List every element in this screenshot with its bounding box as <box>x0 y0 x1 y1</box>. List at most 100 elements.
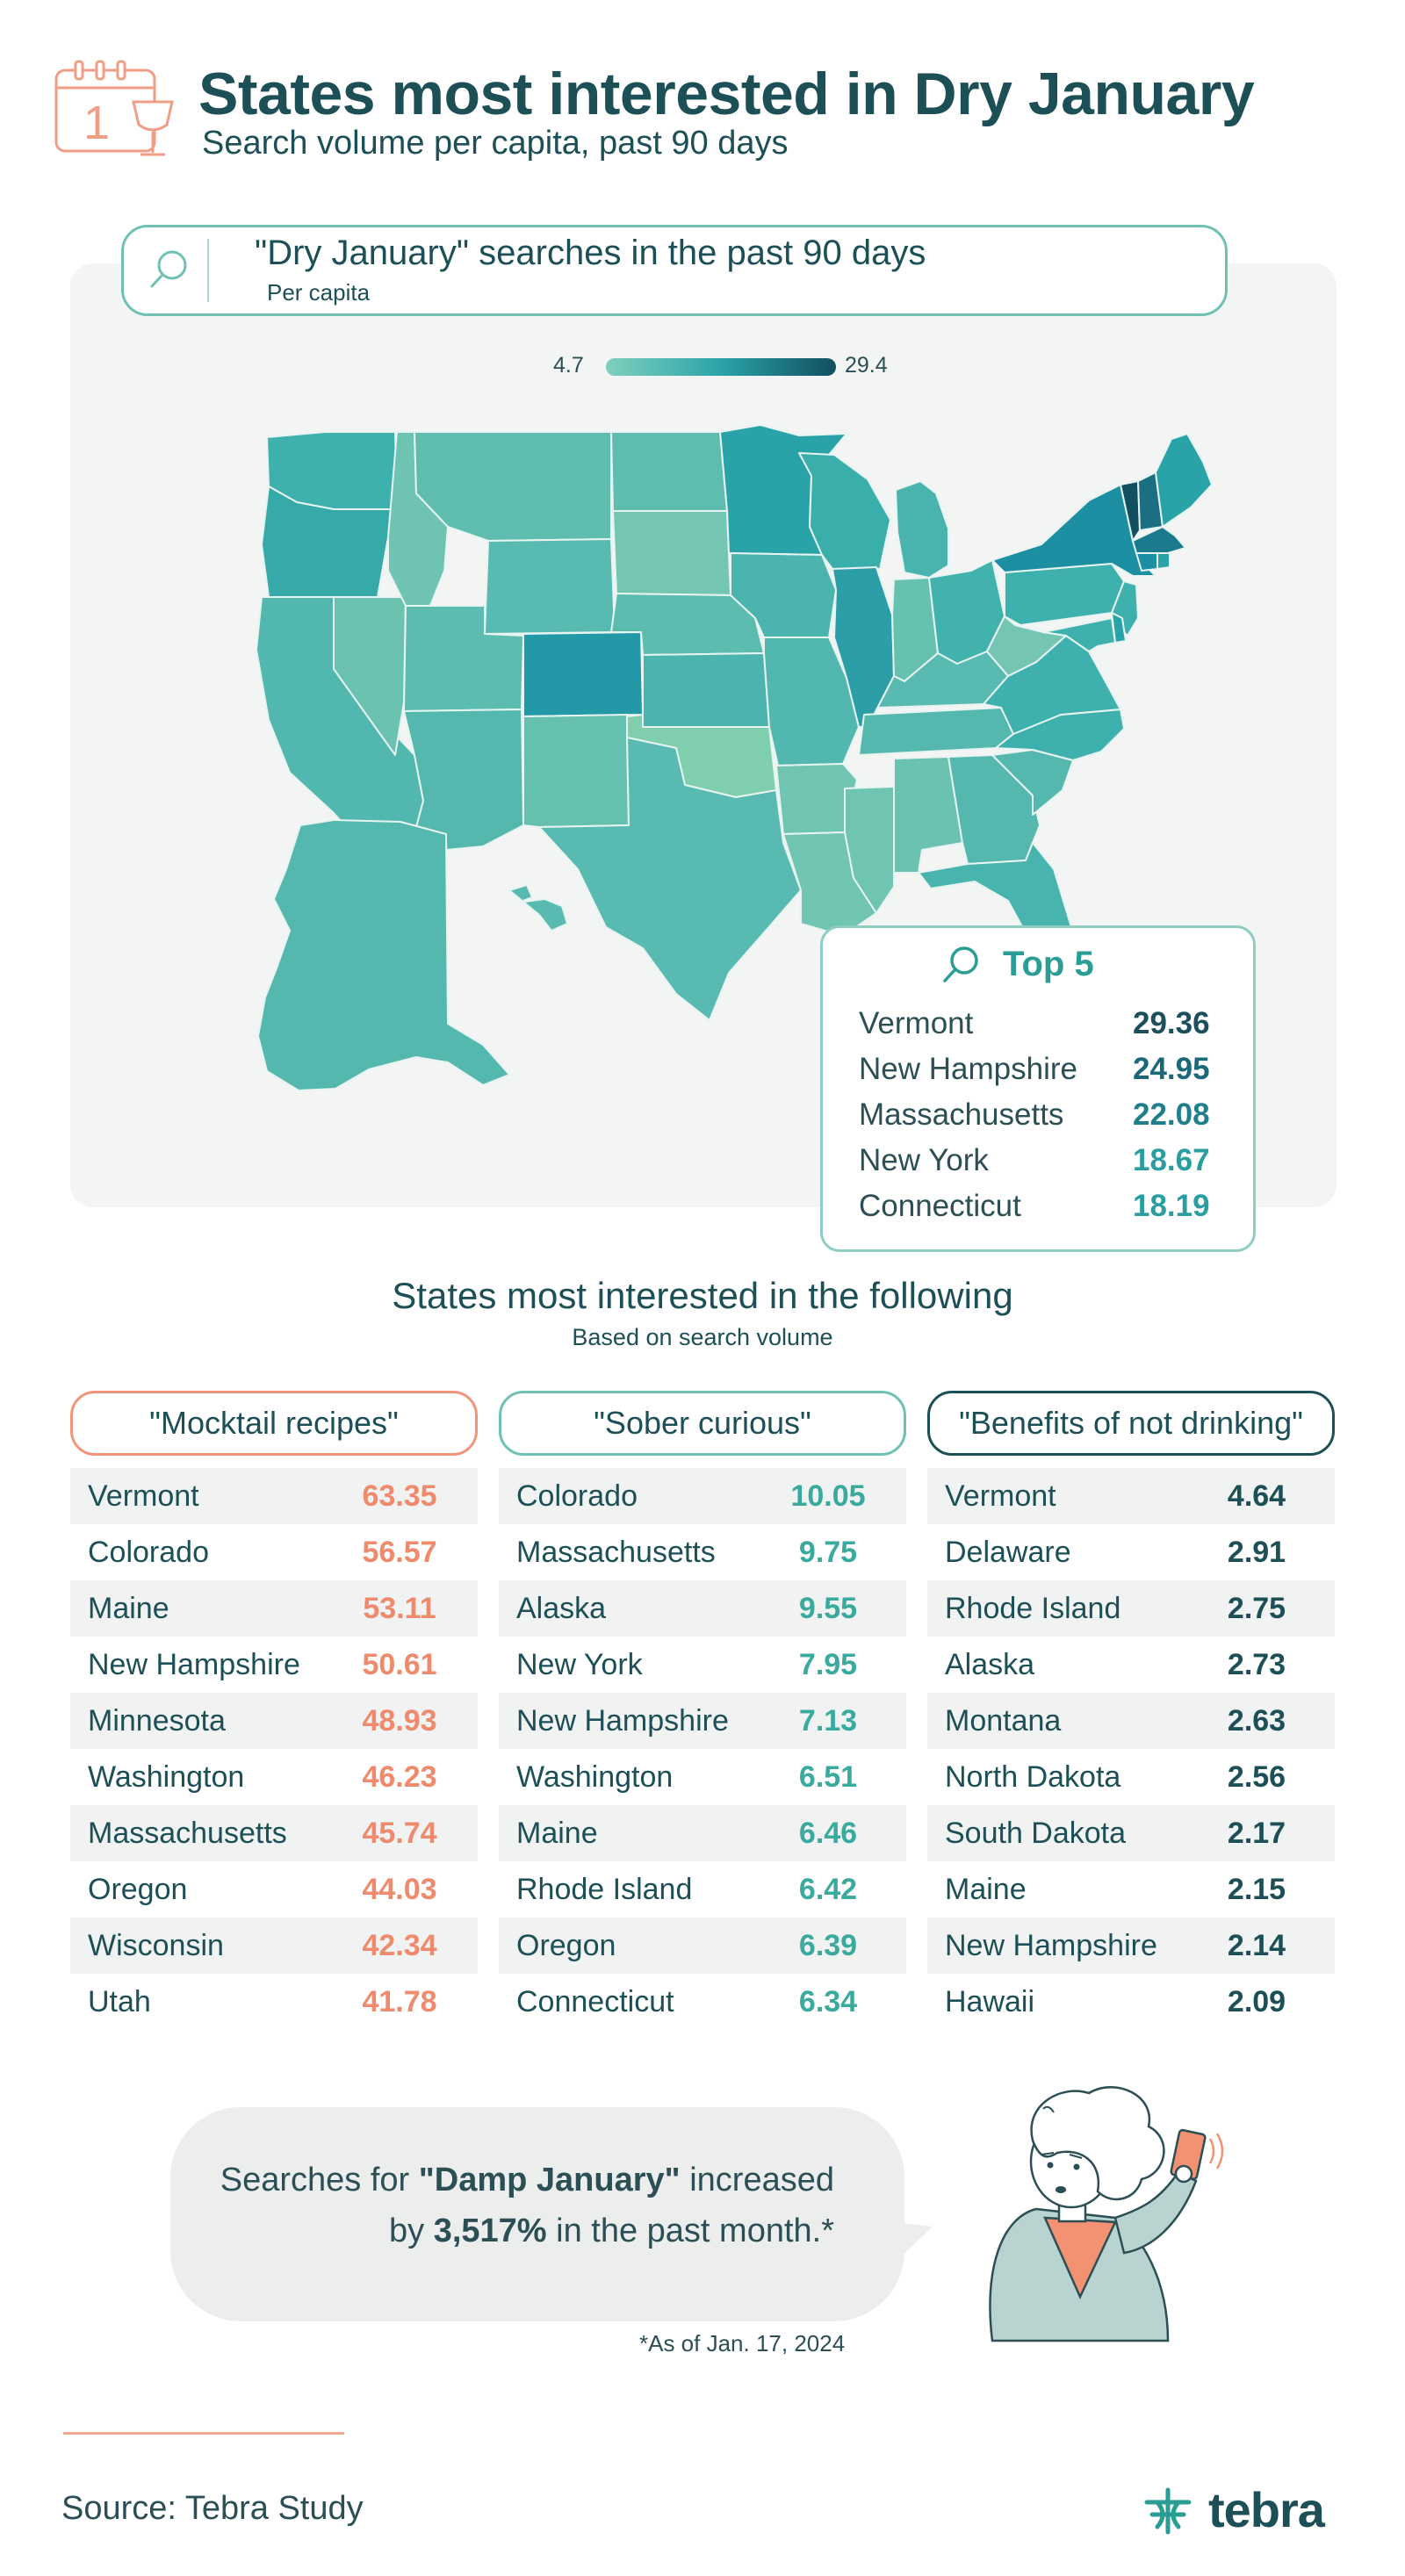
state-wyoming <box>484 538 616 635</box>
row-value: 2.14 <box>1227 1928 1286 1962</box>
row-value: 2.17 <box>1227 1816 1286 1850</box>
table-row: New York 7.95 <box>499 1637 906 1693</box>
top5-state-name: Massachusetts <box>859 1097 1064 1132</box>
row-value: 50.61 <box>362 1647 437 1681</box>
footnote: *As of Jan. 17, 2024 <box>639 2330 846 2357</box>
top5-state-name: Connecticut <box>859 1189 1021 1223</box>
table-row: Colorado 56.57 <box>70 1524 478 1580</box>
search-divider <box>207 239 209 302</box>
state-colorado <box>522 631 644 717</box>
top5-state-value: 24.95 <box>1133 1052 1210 1086</box>
callout-bubble <box>170 2107 904 2321</box>
table-row: Maine 2.15 <box>927 1861 1335 1918</box>
top5-state-name: New Hampshire <box>859 1052 1077 1086</box>
row-state-name: New Hampshire <box>516 1703 729 1738</box>
woman-with-phone-illustration <box>989 2086 1224 2342</box>
table-row: New Hampshire 2.14 <box>927 1918 1335 1974</box>
scale-min-label: 4.7 <box>553 353 584 378</box>
table-row: Vermont 4.64 <box>927 1468 1335 1524</box>
state-tennessee <box>858 707 1014 756</box>
row-value: 56.57 <box>362 1535 437 1569</box>
table-row: Washington 6.51 <box>499 1749 906 1805</box>
row-value: 9.75 <box>798 1535 858 1569</box>
top5-title: Top 5 <box>1003 945 1094 983</box>
table-row: New Hampshire 7.13 <box>499 1693 906 1749</box>
row-state-name: Vermont <box>945 1479 1056 1513</box>
row-value: 7.95 <box>798 1647 858 1681</box>
callout-line2-suffix: in the past month.* <box>546 2213 834 2249</box>
row-value: 2.75 <box>1227 1591 1286 1625</box>
top5-state-name: New York <box>859 1143 989 1177</box>
top5-state-value: 22.08 <box>1133 1097 1210 1132</box>
callout-prefix: Searches for <box>220 2162 419 2198</box>
table-heading: "Benefits of not drinking" <box>927 1391 1335 1456</box>
calendar-day: 1 <box>83 97 110 149</box>
callout-line-2: by 3,517% in the past month.* <box>202 2213 834 2250</box>
table-row: Utah 41.78 <box>70 1974 478 2030</box>
row-value: 53.11 <box>363 1591 436 1625</box>
table-row: Rhode Island 6.42 <box>499 1861 906 1918</box>
map-search-bar <box>121 225 1228 316</box>
callout-percent: 3,517% <box>433 2213 547 2249</box>
table-row: Maine 6.46 <box>499 1805 906 1861</box>
row-value: 6.39 <box>798 1928 858 1962</box>
row-value: 42.34 <box>362 1928 437 1962</box>
map-title: "Dry January" searches in the past 90 da… <box>255 234 926 272</box>
row-value: 6.42 <box>798 1872 858 1906</box>
state-kansas <box>642 652 770 728</box>
footer-rule <box>63 2432 344 2435</box>
scale-max-label: 29.4 <box>845 353 888 378</box>
table-row: Delaware 2.91 <box>927 1524 1335 1580</box>
state-new-mexico <box>522 714 630 828</box>
state-pennsylvania <box>1004 563 1125 626</box>
table-row: Alaska 2.73 <box>927 1637 1335 1693</box>
row-value: 6.46 <box>798 1816 858 1850</box>
row-state-name: Alaska <box>516 1591 607 1625</box>
row-state-name: Hawaii <box>945 1984 1035 2018</box>
row-state-name: Wisconsin <box>88 1928 224 1962</box>
table-row: Connecticut 6.34 <box>499 1974 906 2030</box>
page-subtitle: Search volume per capita, past 90 days <box>202 125 789 162</box>
row-value: 41.78 <box>362 1984 437 2018</box>
row-state-name: Utah <box>88 1984 151 2018</box>
row-value: 9.55 <box>798 1591 858 1625</box>
tebra-logo: tebra <box>1208 2482 1325 2537</box>
row-state-name: Maine <box>945 1872 1027 1906</box>
state-alaska <box>257 819 510 1091</box>
row-value: 2.91 <box>1227 1535 1286 1569</box>
table-row: New Hampshire 50.61 <box>70 1637 478 1693</box>
row-value: 45.74 <box>362 1816 437 1850</box>
top5-state-value: 18.67 <box>1133 1143 1210 1177</box>
row-state-name: Maine <box>516 1816 598 1850</box>
table-row: Minnesota 48.93 <box>70 1693 478 1749</box>
top5-box <box>820 925 1256 1252</box>
table-row: Montana 2.63 <box>927 1693 1335 1749</box>
row-value: 46.23 <box>362 1759 437 1794</box>
row-state-name: Montana <box>945 1703 1062 1738</box>
row-state-name: Rhode Island <box>516 1872 693 1906</box>
state-maine <box>1155 433 1213 528</box>
row-value: 2.63 <box>1227 1703 1286 1738</box>
state-kentucky <box>867 651 1009 728</box>
row-value: 44.03 <box>362 1872 437 1906</box>
callout-line-1: Searches for "Damp January" increased <box>202 2162 834 2199</box>
state-south-dakota <box>612 510 731 596</box>
source-text: Source: Tebra Study <box>61 2490 364 2527</box>
row-value: 6.34 <box>798 1984 858 2018</box>
row-state-name: Oregon <box>516 1928 616 1962</box>
row-state-name: New Hampshire <box>945 1928 1157 1962</box>
table-row: Massachusetts 45.74 <box>70 1805 478 1861</box>
row-state-name: Maine <box>88 1591 169 1625</box>
row-state-name: Vermont <box>88 1479 199 1513</box>
row-state-name: Colorado <box>516 1479 638 1513</box>
state-maryland <box>1042 617 1116 652</box>
search-icon <box>150 250 187 288</box>
table-row: Massachusetts 9.75 <box>499 1524 906 1580</box>
callout-highlight: "Damp January" <box>418 2162 681 2198</box>
table-heading: "Mocktail recipes" <box>70 1391 478 1456</box>
table-row: Colorado 10.05 <box>499 1468 906 1524</box>
row-value: 2.73 <box>1227 1647 1286 1681</box>
row-state-name: Connecticut <box>516 1984 674 2018</box>
row-value: 6.51 <box>798 1759 858 1794</box>
table-row: Oregon 6.39 <box>499 1918 906 1974</box>
